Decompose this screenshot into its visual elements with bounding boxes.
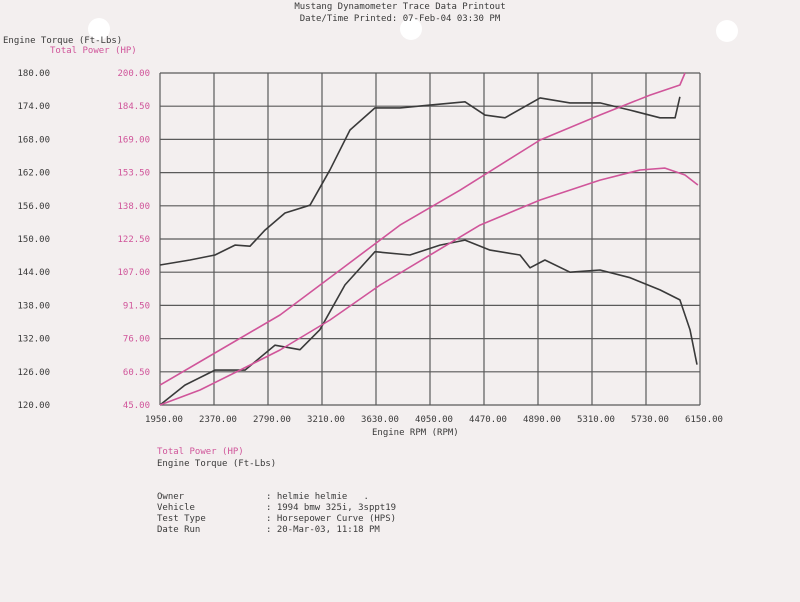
y-tick-label-torque: 174.00 bbox=[17, 102, 50, 112]
x-tick-label: 4890.00 bbox=[523, 415, 561, 425]
x-tick-label: 2790.00 bbox=[253, 415, 291, 425]
y-tick-label-torque: 120.00 bbox=[17, 401, 50, 411]
y-tick-label-power: 200.00 bbox=[117, 69, 150, 79]
info-label-owner: Owner bbox=[157, 492, 185, 502]
y-tick-label-power: 91.50 bbox=[123, 301, 150, 311]
y-tick-label-power: 107.00 bbox=[117, 268, 150, 278]
x-tick-label: 4470.00 bbox=[469, 415, 507, 425]
y-tick-label-power: 153.50 bbox=[117, 169, 150, 179]
x-tick-label: 4050.00 bbox=[415, 415, 453, 425]
info-label-vehicle: Vehicle bbox=[157, 503, 195, 513]
y-tick-label-torque: 144.00 bbox=[17, 268, 50, 278]
info-value-owner: : helmie helmie . bbox=[266, 492, 369, 502]
info-value-date-run: : 20-Mar-03, 11:18 PM bbox=[266, 525, 380, 535]
y-tick-label-torque: 132.00 bbox=[17, 335, 50, 345]
y-tick-label-power: 76.00 bbox=[123, 335, 150, 345]
y-tick-label-torque: 156.00 bbox=[17, 202, 50, 212]
y-tick-label-power: 138.00 bbox=[117, 202, 150, 212]
punch-hole bbox=[88, 18, 110, 40]
y-tick-label-torque: 168.00 bbox=[17, 135, 50, 145]
punch-hole bbox=[716, 20, 738, 42]
punch-hole bbox=[400, 18, 422, 40]
y-tick-label-power: 60.50 bbox=[123, 368, 150, 378]
y-tick-label-torque: 150.00 bbox=[17, 235, 50, 245]
info-value-test-type: : Horsepower Curve (HPS) bbox=[266, 514, 397, 524]
x-tick-label: 5730.00 bbox=[631, 415, 669, 425]
y-tick-label-power: 169.00 bbox=[117, 135, 150, 145]
x-tick-label: 5310.00 bbox=[577, 415, 615, 425]
info-label-date-run: Date Run bbox=[157, 525, 201, 535]
chart-title: Mustang Dynamometer Trace Data Printout bbox=[294, 2, 506, 12]
power-line-4 bbox=[159, 167, 699, 406]
power-line-3 bbox=[159, 72, 686, 386]
y-axis-label-torque: Engine Torque (Ft-Lbs) bbox=[3, 36, 123, 46]
x-axis-label: Engine RPM (RPM) bbox=[372, 428, 459, 438]
y-tick-label-torque: 162.00 bbox=[17, 169, 50, 179]
x-tick-label: 3210.00 bbox=[307, 415, 345, 425]
x-tick-label: 2370.00 bbox=[199, 415, 237, 425]
y-tick-label-torque: 180.00 bbox=[17, 69, 50, 79]
info-label-test-type: Test Type bbox=[157, 514, 206, 524]
y-tick-label-power: 45.00 bbox=[123, 401, 150, 411]
y-tick-label-power: 122.50 bbox=[117, 235, 150, 245]
x-tick-label: 3630.00 bbox=[361, 415, 399, 425]
y-tick-label-power: 184.50 bbox=[117, 102, 150, 112]
torque-line-2 bbox=[159, 239, 698, 406]
y-axis-label-power: Total Power (HP) bbox=[50, 46, 137, 56]
x-tick-label: 1950.00 bbox=[145, 415, 183, 425]
torque-line-1 bbox=[159, 96, 681, 266]
legend-power: Total Power (HP) bbox=[157, 447, 244, 457]
y-tick-label-torque: 126.00 bbox=[17, 368, 50, 378]
legend-torque: Engine Torque (Ft-Lbs) bbox=[157, 459, 277, 469]
printed-date: Date/Time Printed: 07-Feb-04 03:30 PM bbox=[299, 14, 501, 24]
y-tick-label-torque: 138.00 bbox=[17, 301, 50, 311]
x-tick-label: 6150.00 bbox=[685, 415, 723, 425]
info-value-vehicle: : 1994 bmw 325i, 3sppt19 bbox=[266, 503, 397, 513]
